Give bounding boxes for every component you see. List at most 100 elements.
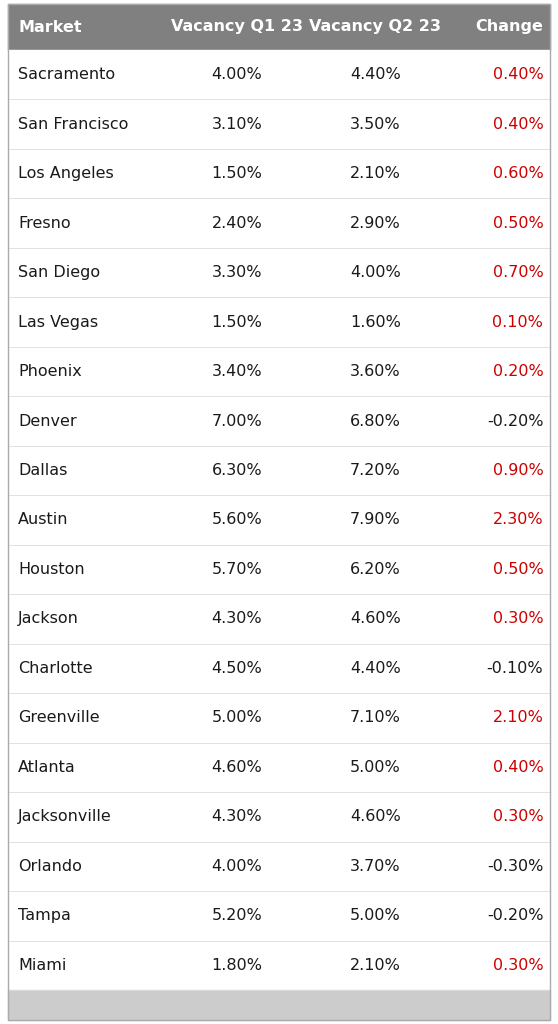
- Text: 7.10%: 7.10%: [350, 711, 401, 725]
- Bar: [8, 990, 550, 1020]
- Text: 4.60%: 4.60%: [350, 809, 401, 824]
- Text: 4.60%: 4.60%: [211, 760, 262, 775]
- Text: 2.90%: 2.90%: [350, 216, 401, 230]
- Text: 0.50%: 0.50%: [493, 216, 543, 230]
- Text: 1.50%: 1.50%: [211, 314, 262, 330]
- Text: 2.10%: 2.10%: [492, 711, 543, 725]
- Bar: [8, 347, 550, 396]
- Bar: [8, 199, 550, 248]
- Text: 5.70%: 5.70%: [211, 562, 262, 577]
- Text: San Francisco: San Francisco: [18, 117, 128, 132]
- Text: Atlanta: Atlanta: [18, 760, 76, 775]
- Text: Tampa: Tampa: [18, 908, 71, 924]
- Text: 1.80%: 1.80%: [211, 957, 262, 973]
- Text: 6.20%: 6.20%: [350, 562, 401, 577]
- Text: 0.30%: 0.30%: [493, 809, 543, 824]
- Text: 4.40%: 4.40%: [350, 68, 401, 82]
- Bar: [8, 396, 550, 445]
- Text: 4.00%: 4.00%: [211, 68, 262, 82]
- Text: -0.30%: -0.30%: [487, 859, 543, 873]
- Text: Jacksonville: Jacksonville: [18, 809, 112, 824]
- Text: 5.60%: 5.60%: [211, 512, 262, 527]
- Text: 2.30%: 2.30%: [493, 512, 543, 527]
- Text: 5.00%: 5.00%: [350, 760, 401, 775]
- Text: 4.30%: 4.30%: [211, 611, 262, 627]
- Text: 0.30%: 0.30%: [493, 957, 543, 973]
- Bar: [8, 842, 550, 891]
- Text: 0.90%: 0.90%: [493, 463, 543, 478]
- Text: Las Vegas: Las Vegas: [18, 314, 98, 330]
- Text: -0.20%: -0.20%: [487, 908, 543, 924]
- Text: 2.40%: 2.40%: [211, 216, 262, 230]
- Text: Sacramento: Sacramento: [18, 68, 115, 82]
- Text: Vacancy Q2 23: Vacancy Q2 23: [309, 19, 441, 35]
- Bar: [8, 496, 550, 545]
- Text: 0.60%: 0.60%: [493, 166, 543, 181]
- Bar: [8, 793, 550, 842]
- Text: 4.30%: 4.30%: [211, 809, 262, 824]
- Text: Orlando: Orlando: [18, 859, 82, 873]
- Text: Change: Change: [475, 19, 543, 35]
- Text: Los Angeles: Los Angeles: [18, 166, 114, 181]
- Text: 3.50%: 3.50%: [350, 117, 401, 132]
- Text: 1.60%: 1.60%: [350, 314, 401, 330]
- Bar: [8, 148, 550, 199]
- Text: Miami: Miami: [18, 957, 66, 973]
- Bar: [8, 644, 550, 693]
- Text: 4.40%: 4.40%: [350, 660, 401, 676]
- Text: 1.50%: 1.50%: [211, 166, 262, 181]
- Text: Dallas: Dallas: [18, 463, 68, 478]
- Text: 0.70%: 0.70%: [493, 265, 543, 281]
- Text: 5.20%: 5.20%: [211, 908, 262, 924]
- Bar: [8, 693, 550, 742]
- Text: 4.00%: 4.00%: [211, 859, 262, 873]
- Text: 0.40%: 0.40%: [493, 117, 543, 132]
- Text: 7.90%: 7.90%: [350, 512, 401, 527]
- Text: 4.50%: 4.50%: [211, 660, 262, 676]
- Text: 3.30%: 3.30%: [211, 265, 262, 281]
- Text: 6.30%: 6.30%: [211, 463, 262, 478]
- Bar: [8, 891, 550, 940]
- Text: Phoenix: Phoenix: [18, 365, 82, 379]
- Text: Denver: Denver: [18, 414, 76, 429]
- Text: 0.30%: 0.30%: [493, 611, 543, 627]
- Text: 3.60%: 3.60%: [350, 365, 401, 379]
- Bar: [8, 50, 550, 99]
- Text: 0.50%: 0.50%: [493, 562, 543, 577]
- Text: Charlotte: Charlotte: [18, 660, 93, 676]
- Text: 7.00%: 7.00%: [211, 414, 262, 429]
- Text: Austin: Austin: [18, 512, 69, 527]
- Text: 2.10%: 2.10%: [350, 166, 401, 181]
- Text: San Diego: San Diego: [18, 265, 100, 281]
- Bar: [8, 445, 550, 496]
- Bar: [8, 545, 550, 594]
- Text: Market: Market: [18, 19, 81, 35]
- Text: Vacancy Q1 23: Vacancy Q1 23: [171, 19, 303, 35]
- Bar: [8, 940, 550, 990]
- Text: 2.10%: 2.10%: [350, 957, 401, 973]
- Bar: [8, 248, 550, 297]
- Text: 0.40%: 0.40%: [493, 68, 543, 82]
- Text: Fresno: Fresno: [18, 216, 71, 230]
- Bar: [8, 297, 550, 347]
- Text: 0.40%: 0.40%: [493, 760, 543, 775]
- Text: 4.60%: 4.60%: [350, 611, 401, 627]
- Text: 3.10%: 3.10%: [211, 117, 262, 132]
- Text: Houston: Houston: [18, 562, 85, 577]
- Bar: [8, 594, 550, 644]
- Text: -0.10%: -0.10%: [487, 660, 543, 676]
- Text: 0.20%: 0.20%: [493, 365, 543, 379]
- Text: 5.00%: 5.00%: [350, 908, 401, 924]
- Text: 0.10%: 0.10%: [492, 314, 543, 330]
- Text: 3.70%: 3.70%: [350, 859, 401, 873]
- Text: 6.80%: 6.80%: [350, 414, 401, 429]
- Text: Jackson: Jackson: [18, 611, 79, 627]
- Text: 4.00%: 4.00%: [350, 265, 401, 281]
- Text: Greenville: Greenville: [18, 711, 100, 725]
- Bar: [8, 99, 550, 148]
- Bar: [8, 742, 550, 793]
- Bar: [8, 4, 550, 50]
- Text: 3.40%: 3.40%: [211, 365, 262, 379]
- Text: 7.20%: 7.20%: [350, 463, 401, 478]
- Text: 5.00%: 5.00%: [211, 711, 262, 725]
